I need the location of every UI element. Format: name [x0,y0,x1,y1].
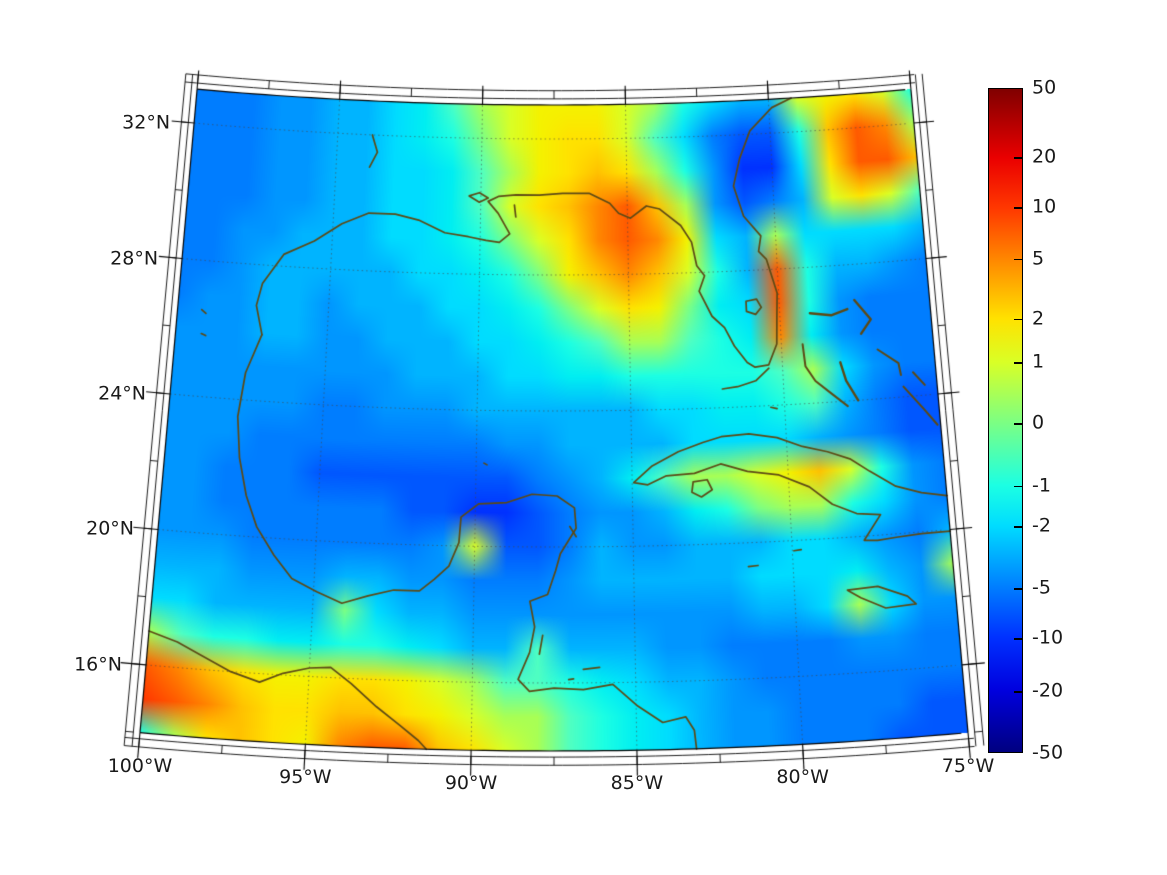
colorbar-tick-10 [1014,207,1023,209]
colorbar-label--5: -5 [1032,576,1051,599]
colorbar-tick-5 [1014,258,1023,261]
colorbar-tick-0 [1014,423,1023,425]
colorbar-label--2: -2 [1032,514,1051,537]
colorbar-tick-2 [1014,318,1023,321]
colorbar-label-20: 20 [1032,145,1057,168]
lat-label-24n: 24°N [98,382,147,405]
lon-label-85w: 85°W [610,772,664,795]
colorbar-tick--1 [1014,485,1023,488]
lat-label-32n: 32°N [122,111,171,134]
lon-label-100w: 100°W [107,754,173,777]
lon-label-95w: 95°W [279,766,332,789]
colorbar-label--10: -10 [1032,626,1064,649]
colorbar-label--50: -50 [1032,741,1064,764]
colorbar-tick-1 [1014,361,1023,364]
colorbar-label-2: 2 [1032,307,1045,330]
colorbar-tick--20 [1014,691,1023,693]
lat-label-28n: 28°N [110,247,159,270]
colorbar-tick--5 [1014,588,1023,590]
colorbar-label-0: 0 [1032,411,1045,434]
colorbar-label--20: -20 [1032,679,1064,702]
lon-label-80w: 80°W [776,766,829,789]
colorbar-label-5: 5 [1032,247,1045,270]
colorbar-tick-20 [1014,157,1023,159]
colorbar-tick--2 [1014,526,1023,528]
colorbar [988,88,1023,753]
colorbar-label-50: 50 [1032,76,1057,99]
lon-label-90w: 90°W [444,772,498,795]
colorbar-label-10: 10 [1032,195,1057,218]
lat-label-20n: 20°N [86,517,134,540]
colorbar-label--1: -1 [1032,474,1051,497]
colorbar-tick--10 [1014,637,1023,640]
lon-label-75w: 75°W [941,754,995,777]
colorbar-label-1: 1 [1032,350,1045,373]
lat-label-16n: 16°N [74,653,122,676]
